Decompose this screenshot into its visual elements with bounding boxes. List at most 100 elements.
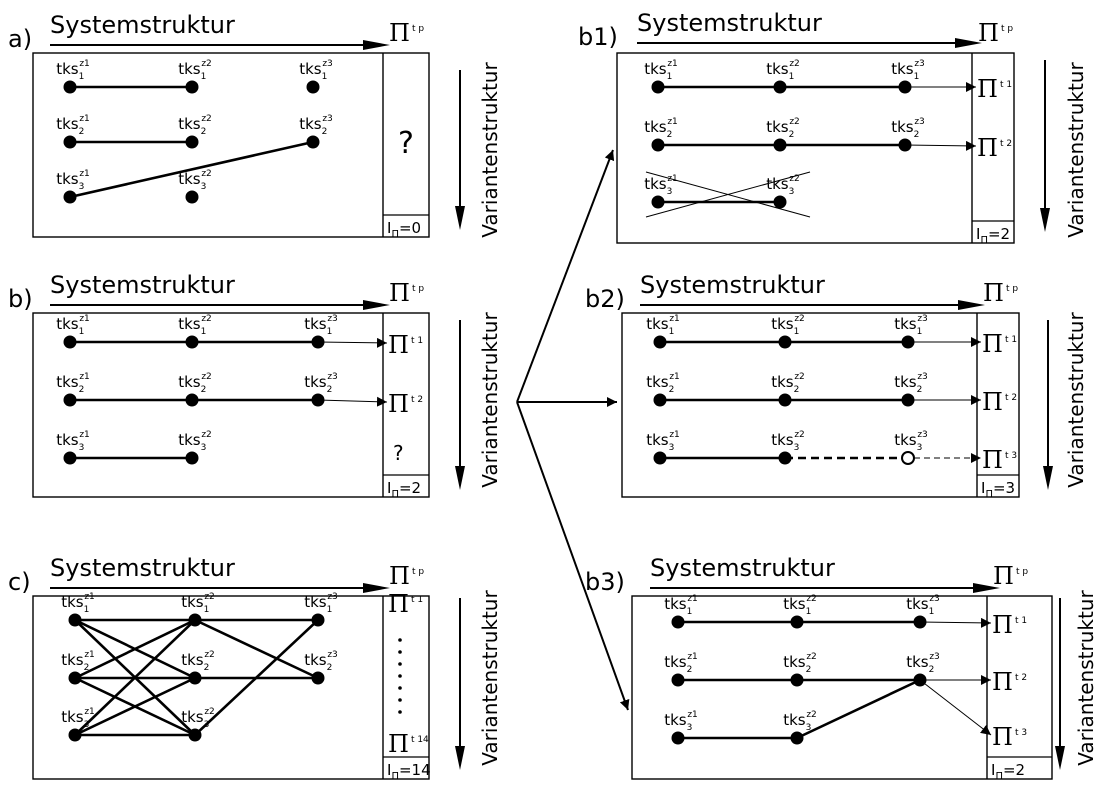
panel-b2-label-base: tks bbox=[771, 431, 794, 449]
panel-c-edge bbox=[74, 619, 196, 736]
panel-c-pi-sup: t p bbox=[412, 567, 424, 577]
panel-b1-label-row: 1 bbox=[667, 72, 673, 82]
panel-b-node bbox=[311, 335, 325, 349]
panel-b1-label-col: z1 bbox=[667, 59, 677, 69]
panel-b-label-base: tks bbox=[178, 373, 201, 391]
panel-b2-label-base: tks bbox=[894, 373, 917, 391]
panel-a-label-base: tks bbox=[178, 115, 201, 133]
panel-b2-label-row: 1 bbox=[917, 327, 923, 337]
panel-a-node bbox=[185, 135, 199, 149]
panel-b-label-1-2: tks1 z2 bbox=[178, 314, 212, 337]
panel-b2-node bbox=[901, 393, 915, 407]
panel-b1-label-row: 1 bbox=[789, 72, 795, 82]
panel-b3-index-pi: Π bbox=[995, 771, 1003, 782]
panel-b3-pi-sup: t 3 bbox=[1015, 728, 1027, 738]
panel-b-label-col: z1 bbox=[79, 430, 89, 440]
panel-b-label-row: 2 bbox=[79, 385, 85, 395]
panel-b2-pi-symbol: Π bbox=[982, 446, 1003, 474]
panel-b3-label-col: z3 bbox=[929, 652, 939, 662]
panel-c-label-col: z2 bbox=[204, 592, 214, 602]
panel-c-label-2-2: tks2 z2 bbox=[181, 650, 215, 673]
panel-c-label-1-3: tks1 z3 bbox=[304, 592, 338, 615]
panel-a-question-mark: ? bbox=[398, 126, 414, 161]
panel-c-node bbox=[68, 671, 82, 685]
panel-b1-cross-line bbox=[645, 171, 811, 218]
panel-a-label-row: 2 bbox=[322, 127, 328, 137]
panel-b1-node bbox=[651, 80, 665, 94]
panel-b2-label-row: 2 bbox=[669, 385, 675, 395]
panel-b3-label-row: 1 bbox=[806, 607, 812, 617]
panel-c-label-3-1: tks3 z1 bbox=[61, 707, 95, 730]
panel-c-label-base: tks bbox=[181, 651, 204, 669]
panel-b3-label-col: z2 bbox=[806, 652, 816, 662]
panel-b3-label-col: z1 bbox=[687, 710, 697, 720]
panel-b1-label-1-3: tks1 z3 bbox=[891, 59, 925, 82]
panel-b-index-value: =2 bbox=[399, 479, 421, 497]
panel-b2-label-row: 2 bbox=[794, 385, 800, 395]
panel-b2-pi-symbol: Π bbox=[982, 330, 1003, 358]
panel-b2-label-3-1: tks3 z1 bbox=[646, 430, 680, 453]
panel-c-dots bbox=[398, 638, 402, 642]
panel-b3-label-col: z2 bbox=[806, 710, 816, 720]
panel-b-index-i: I bbox=[387, 479, 391, 497]
panel-b1-label-base: tks bbox=[644, 175, 667, 193]
panel-b1-label-col: z3 bbox=[914, 117, 924, 127]
panel-b1-pi-symbol: Π bbox=[978, 19, 999, 47]
panel-c-dots bbox=[398, 650, 402, 654]
panel-b2-index-i: I bbox=[981, 479, 985, 497]
panel-b3-label-2-3: tks2 z3 bbox=[906, 652, 940, 675]
panel-b2-label-base: tks bbox=[771, 315, 794, 333]
panel-b-label-row: 1 bbox=[327, 327, 333, 337]
panel-b3-label-base: tks bbox=[783, 595, 806, 613]
panel-b1-label-base: tks bbox=[766, 60, 789, 78]
panel-b-label-col: z1 bbox=[79, 372, 89, 382]
panel-c-label-row: 1 bbox=[204, 605, 210, 615]
panel-b1-label-2-2: tks2 z2 bbox=[766, 117, 800, 140]
panel-b-node bbox=[311, 393, 325, 407]
panel-b-thin-arrow bbox=[317, 337, 388, 348]
panel-b-pi-sup: t 1 bbox=[411, 336, 423, 346]
panel-c-edge bbox=[74, 618, 196, 680]
panel-b2-label-row: 1 bbox=[794, 327, 800, 337]
panel-c-index-value: =14 bbox=[399, 761, 431, 779]
panel-a-label-row: 3 bbox=[201, 182, 207, 192]
panel-b3-edge bbox=[796, 678, 921, 740]
panel-a-variant-arrowhead bbox=[455, 206, 465, 230]
panel-b3-label-row: 1 bbox=[929, 607, 935, 617]
panel-b3-thin-arrow bbox=[919, 617, 992, 628]
panel-c-node bbox=[68, 728, 82, 742]
panel-c-edge bbox=[74, 676, 196, 737]
panel-b-pi-sup: t p bbox=[412, 284, 424, 294]
panel-c-label-row: 2 bbox=[204, 663, 210, 673]
panel-a-label: a) bbox=[8, 25, 32, 53]
panel-b3-thin-arrow bbox=[919, 679, 992, 736]
panel-b2-label-2-3: tks2 z3 bbox=[894, 372, 928, 395]
panel-a-label-col: z2 bbox=[201, 114, 211, 124]
panel-b1-node bbox=[651, 195, 665, 209]
panel-c-label-col: z3 bbox=[327, 650, 337, 660]
panel-a-index: IΠ=0 bbox=[387, 219, 421, 240]
panel-b1-label-1-2: tks1 z2 bbox=[766, 59, 800, 82]
panel-b-label-base: tks bbox=[56, 315, 79, 333]
panel-b1-pi-symbol: Π bbox=[977, 134, 998, 162]
panel-b3-header-title: Systemstruktur bbox=[650, 554, 835, 582]
panel-b-label-col: z2 bbox=[201, 372, 211, 382]
panel-a-label-col: z1 bbox=[79, 169, 89, 179]
panel-b-label-row: 1 bbox=[79, 327, 85, 337]
branch-arrow-b3 bbox=[516, 401, 630, 711]
panel-b3-side-label: Variantenstruktur bbox=[1074, 590, 1098, 766]
panel-b2-node bbox=[778, 393, 792, 407]
panel-b2-node bbox=[653, 335, 667, 349]
panel-b3-label-base: tks bbox=[906, 653, 929, 671]
panel-b2-node bbox=[778, 335, 792, 349]
panel-b-label-3-1: tks3 z1 bbox=[56, 430, 90, 453]
panel-c-side-label: Variantenstruktur bbox=[478, 590, 502, 766]
panel-b3-node bbox=[671, 615, 685, 629]
panel-b1-header-arrowhead bbox=[955, 38, 982, 48]
panel-b-label-col: z3 bbox=[327, 372, 337, 382]
